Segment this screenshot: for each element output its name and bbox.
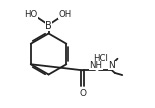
Text: B: B <box>45 21 52 31</box>
Text: OH: OH <box>58 10 71 18</box>
Text: O: O <box>79 89 86 98</box>
Text: HCl: HCl <box>93 54 108 63</box>
Text: HO: HO <box>25 10 38 18</box>
Text: NH: NH <box>89 61 102 70</box>
Text: N: N <box>108 61 115 70</box>
